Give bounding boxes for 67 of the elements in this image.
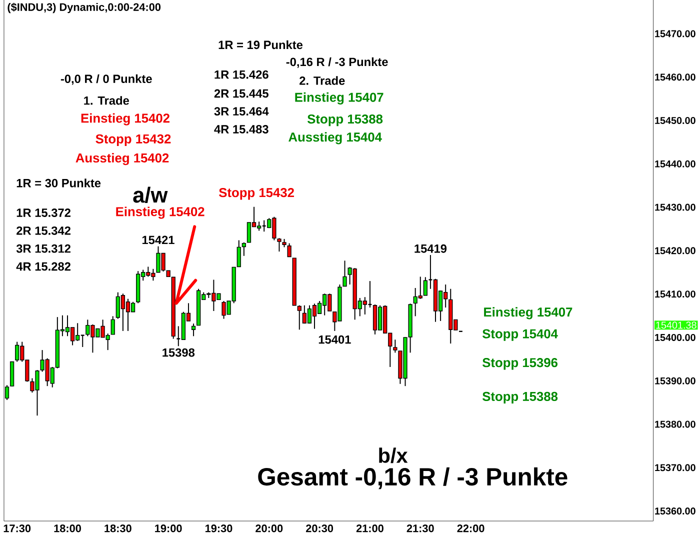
x-tick-label: 17:30 [4, 524, 31, 532]
annotation: 2R 15.445 [214, 89, 268, 98]
candlestick [236, 240, 241, 268]
candlestick [297, 304, 302, 330]
candlestick [191, 323, 196, 337]
annotation: Ausstieg 15404 [288, 132, 382, 144]
annotation: Stopp 15404 [482, 329, 558, 341]
annotation: 2. Trade [300, 76, 345, 85]
annotation: 1. Trade [84, 96, 129, 105]
candlestick [110, 316, 115, 335]
x-tick-label: 20:30 [306, 524, 334, 532]
y-tick-label: 15360.00 [655, 508, 696, 515]
y-tick-label: 15430.00 [655, 204, 696, 211]
annotation: Ausstieg 15402 [76, 153, 169, 166]
annotation: Stopp 15432 [219, 188, 294, 200]
candlestick [242, 242, 246, 256]
y-tick-label: 15370.00 [655, 464, 696, 472]
annotation: 3R 15.464 [214, 107, 269, 116]
y-tick-label: 15390.00 [655, 377, 696, 384]
x-tick-label: 18:00 [54, 524, 81, 532]
annotation: Einstieg 15407 [484, 307, 572, 320]
annotation: -0,16 R / -3 Punkte [286, 57, 388, 68]
annotation: 15398 [162, 348, 195, 357]
annotation: 1R 15.426 [214, 70, 268, 79]
annotation: 15419 [414, 244, 447, 253]
x-tick-label: 18:30 [104, 524, 132, 532]
x-tick-label: 19:30 [205, 524, 232, 532]
y-tick-label: 15470.00 [655, 30, 696, 38]
annotation: 1R = 30 Punkte [16, 178, 101, 188]
candlestick [393, 339, 398, 354]
annotation: 1R = 19 Punkte [218, 40, 303, 50]
annotation: Einstieg 15407 [295, 92, 384, 105]
annotation: Stopp 15388 [482, 392, 558, 404]
annotation: Stopp 15388 [307, 114, 383, 126]
y-tick-label: 15420.00 [655, 247, 696, 254]
x-tick-label: 21:00 [356, 524, 384, 532]
annotation: 2R 15.342 [16, 226, 70, 235]
annotation: 15401 [318, 335, 351, 344]
candlestick [423, 276, 428, 296]
y-tick-label: 15380.00 [655, 420, 696, 428]
annotation: Stopp 15432 [96, 134, 171, 146]
x-tick-label: 21:30 [406, 524, 434, 532]
annotation: 1R 15.372 [16, 208, 70, 218]
annotation: Einstieg 15402 [116, 206, 204, 219]
candlestick [287, 242, 292, 258]
x-tick-label: 20:00 [256, 524, 283, 532]
annotation: Gesamt -0,16 R / -3 Punkte [258, 467, 568, 490]
y-tick-label: 15460.00 [655, 74, 696, 81]
chart-title: ($INDU,3) Dynamic,0:00-24:00 [8, 2, 161, 14]
annotation: b/x [379, 448, 408, 464]
annotation: a/w [133, 186, 168, 204]
y-tick-label: 15450.00 [655, 117, 696, 124]
y-tick-label: 15400.00 [655, 334, 696, 342]
annotation: 3R 15.312 [16, 244, 70, 253]
y-tick-label: 15410.00 [655, 290, 696, 298]
y-tick-label: 15440.00 [655, 160, 696, 168]
text: 15401.38 [656, 322, 696, 329]
annotation: 15421 [142, 236, 174, 244]
x-tick-label: 22:00 [457, 524, 484, 532]
annotation: Einstieg 15402 [81, 113, 170, 126]
annotation: -0,0 R / 0 Punkte [60, 74, 152, 85]
annotation: 4R 15.483 [214, 125, 268, 134]
annotation: 4R 15.282 [16, 262, 70, 271]
annotation: Stopp 15396 [482, 358, 558, 370]
x-tick-label: 19:00 [155, 524, 182, 532]
candlestick [342, 260, 347, 287]
candlestick [277, 238, 282, 252]
